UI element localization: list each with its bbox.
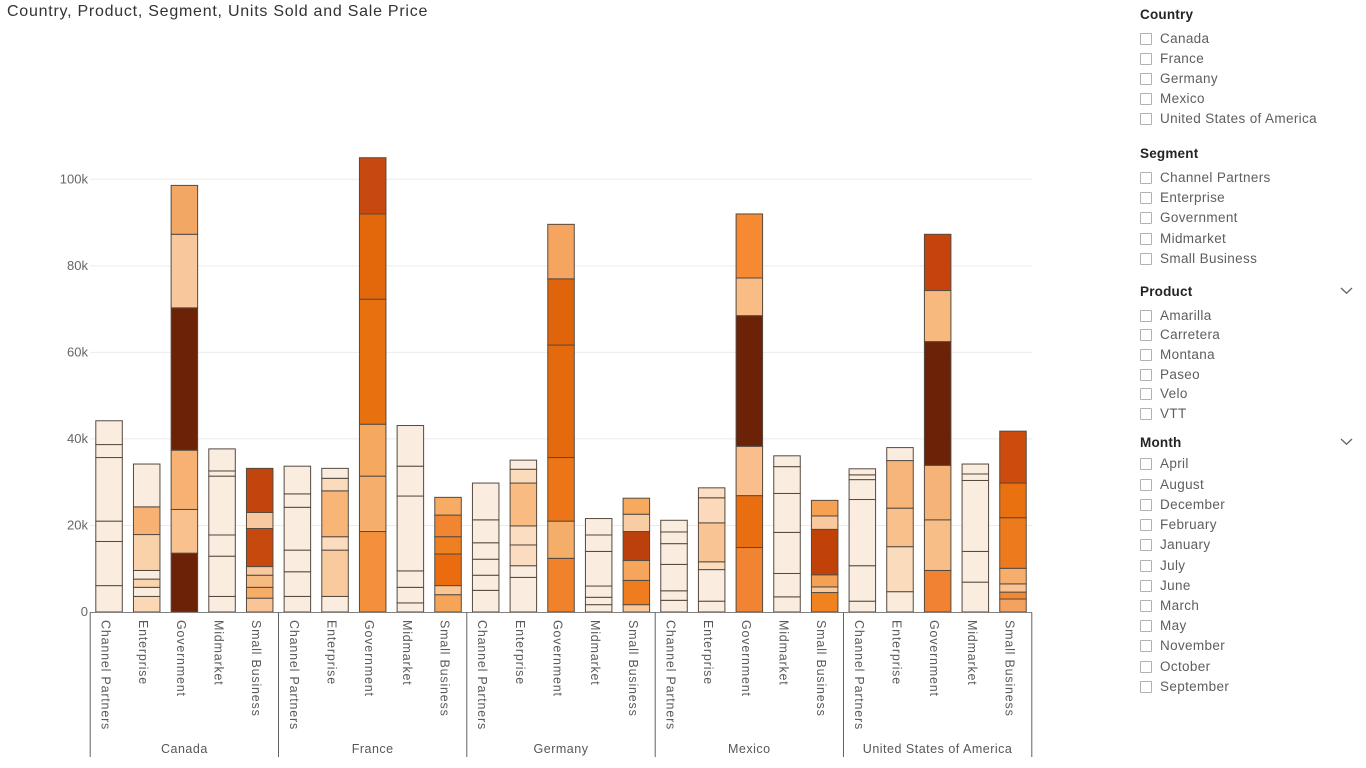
svg-text:Channel Partners: Channel Partners — [287, 620, 301, 730]
svg-text:Small Business: Small Business — [626, 620, 640, 717]
svg-text:Channel Partners: Channel Partners — [475, 620, 489, 730]
svg-text:80k: 80k — [67, 258, 88, 273]
svg-text:Enterprise: Enterprise — [513, 620, 527, 685]
svg-text:Enterprise: Enterprise — [325, 620, 339, 685]
svg-text:60k: 60k — [67, 344, 88, 359]
svg-text:Government: Government — [927, 620, 941, 697]
svg-text:100k: 100k — [60, 171, 89, 186]
svg-text:Government: Government — [174, 620, 188, 697]
svg-text:Government: Government — [739, 620, 753, 697]
svg-text:Germany: Germany — [534, 742, 589, 756]
svg-text:Small Business: Small Business — [814, 620, 828, 717]
svg-text:Channel Partners: Channel Partners — [664, 620, 678, 730]
svg-text:Mexico: Mexico — [728, 742, 771, 756]
svg-text:Midmarket: Midmarket — [588, 620, 602, 686]
svg-text:Midmarket: Midmarket — [965, 620, 979, 686]
svg-text:Government: Government — [362, 620, 376, 697]
svg-text:Midmarket: Midmarket — [777, 620, 791, 686]
svg-text:Canada: Canada — [161, 742, 208, 756]
svg-text:Midmarket: Midmarket — [212, 620, 226, 686]
svg-text:Enterprise: Enterprise — [701, 620, 715, 685]
svg-text:Small Business: Small Business — [249, 620, 263, 717]
svg-text:Enterprise: Enterprise — [890, 620, 904, 685]
svg-text:Small Business: Small Business — [438, 620, 452, 717]
svg-text:Enterprise: Enterprise — [136, 620, 150, 685]
svg-text:Channel Partners: Channel Partners — [852, 620, 866, 730]
svg-text:Small Business: Small Business — [1003, 620, 1017, 717]
svg-text:Government: Government — [551, 620, 565, 697]
svg-text:United States of America: United States of America — [863, 742, 1013, 756]
svg-text:Midmarket: Midmarket — [400, 620, 414, 686]
svg-text:20k: 20k — [67, 518, 88, 533]
svg-text:40k: 40k — [67, 431, 88, 446]
svg-text:0: 0 — [81, 604, 88, 619]
svg-text:Channel Partners: Channel Partners — [99, 620, 113, 730]
svg-text:France: France — [352, 742, 394, 756]
